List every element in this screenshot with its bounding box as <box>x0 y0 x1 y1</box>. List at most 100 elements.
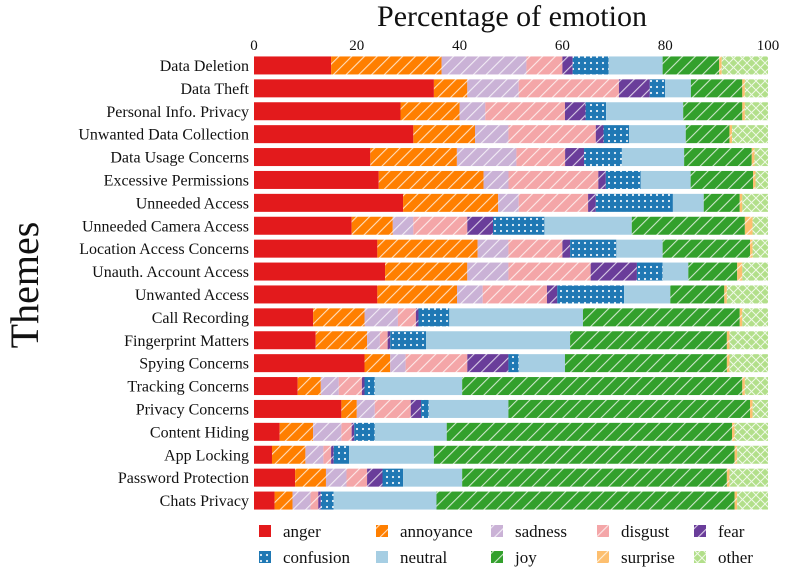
bar-location-access-concerns-annoyance <box>377 239 478 258</box>
category-label-unneeded-access: Unneeded Access <box>136 195 249 212</box>
bar-privacy-concerns-fear <box>410 399 422 418</box>
bar-unwanted-access-fear <box>546 285 558 304</box>
bar-fingerprint-matters-fear <box>387 331 391 350</box>
bar-fingerprint-matters-neutral <box>426 331 571 350</box>
bar-data-theft-disgust <box>518 79 619 98</box>
bar-data-deletion-disgust <box>526 56 563 75</box>
bar-content-hiding-fear <box>351 422 355 441</box>
bar-unauth-account-access-sadness <box>467 262 509 281</box>
bar-spying-concerns-disgust <box>405 354 468 373</box>
legend-swatch-disgust <box>597 525 609 537</box>
bar-unwanted-data-collection-neutral <box>629 125 686 144</box>
bar-personal-info-privacy-anger <box>254 102 401 121</box>
bar-unneeded-access-neutral <box>672 193 704 212</box>
bar-content-hiding-surprise <box>732 422 735 441</box>
bar-password-protection-sadness <box>325 468 347 487</box>
category-label-data-usage-concerns: Data Usage Concerns <box>110 150 249 167</box>
bar-data-usage-concerns-anger <box>254 148 371 167</box>
bar-unauth-account-access-disgust <box>508 262 591 281</box>
x-tick-label-100: 100 <box>757 38 780 54</box>
category-label-spying-concerns: Spying Concerns <box>139 356 249 373</box>
bar-content-hiding-joy <box>446 422 733 441</box>
bar-spying-concerns-confusion <box>508 354 519 373</box>
category-label-chats-privacy: Chats Privacy <box>160 493 249 510</box>
bar-location-access-concerns-disgust <box>508 239 563 258</box>
bar-password-protection-other <box>729 468 768 487</box>
bar-chats-privacy-sadness <box>292 491 311 510</box>
bar-app-locking-confusion <box>333 445 350 464</box>
bar-unwanted-access-surprise <box>724 285 727 304</box>
bar-fingerprint-matters-joy <box>570 331 727 350</box>
bar-personal-info-privacy-neutral <box>606 102 684 121</box>
bar-call-recording-sadness <box>364 308 398 327</box>
bar-content-hiding-anger <box>254 422 280 441</box>
bar-location-access-concerns-surprise <box>750 239 753 258</box>
bar-data-deletion-confusion <box>572 56 609 75</box>
bar-call-recording-neutral <box>449 308 583 327</box>
bar-unneeded-access-anger <box>254 193 404 212</box>
bar-data-usage-concerns-sadness <box>456 148 517 167</box>
category-label-unwanted-data-collection: Unwanted Data Collection <box>78 127 249 144</box>
bar-unneeded-camera-access-surprise <box>744 216 753 235</box>
bar-privacy-concerns-sadness <box>356 399 375 418</box>
legend-label-fear: fear <box>718 522 745 541</box>
legend-label-surprise: surprise <box>621 548 675 567</box>
bar-data-deletion-joy <box>662 56 720 75</box>
bar-data-theft-surprise <box>742 79 745 98</box>
category-label-data-theft: Data Theft <box>180 81 249 98</box>
bar-content-hiding-sadness <box>313 422 342 441</box>
legend-swatch-annoyance <box>376 525 388 537</box>
bar-call-recording-anger <box>254 308 314 327</box>
bar-data-theft-other <box>744 79 768 98</box>
bar-data-deletion-annoyance <box>331 56 442 75</box>
bar-unwanted-access-annoyance <box>377 285 458 304</box>
bar-unwanted-access-joy <box>670 285 725 304</box>
bar-data-usage-concerns-disgust <box>516 148 566 167</box>
y-axis-ticks: Data Deletion Data Theft Personal Info. Pr… <box>78 58 249 510</box>
legend-label-other: other <box>718 548 753 567</box>
bar-excessive-permissions-sadness <box>483 170 509 189</box>
bar-unauth-account-access-joy <box>688 262 738 281</box>
bar-unneeded-camera-access-neutral <box>544 216 632 235</box>
bar-chats-privacy-annoyance <box>274 491 293 510</box>
chart-title: Percentage of emotion <box>377 0 647 33</box>
bar-unneeded-access-disgust <box>518 193 589 212</box>
bar-app-locking-neutral <box>349 445 434 464</box>
legend-swatch-anger <box>259 525 271 537</box>
bar-unwanted-data-collection-surprise <box>729 125 733 144</box>
bar-tracking-concerns-other <box>744 377 768 396</box>
bar-personal-info-privacy-annoyance <box>400 102 460 121</box>
legend-swatch-sadness <box>491 525 503 537</box>
bar-location-access-concerns-other <box>752 239 768 258</box>
bar-tracking-concerns-sadness <box>320 377 339 396</box>
bar-chats-privacy-other <box>737 491 768 510</box>
bar-location-access-concerns-sadness <box>477 239 509 258</box>
bar-unauth-account-access-fear <box>590 262 637 281</box>
bar-app-locking-other <box>737 445 768 464</box>
bar-personal-info-privacy-sadness <box>459 102 486 121</box>
bar-data-usage-concerns-joy <box>684 148 752 167</box>
bar-unneeded-camera-access-other <box>752 216 768 235</box>
bar-chats-privacy-confusion <box>320 491 334 510</box>
bar-app-locking-joy <box>433 445 735 464</box>
bar-privacy-concerns-disgust <box>374 399 411 418</box>
bar-unwanted-data-collection-joy <box>685 125 730 144</box>
bar-chats-privacy-disgust <box>310 491 319 510</box>
legend-label-confusion: confusion <box>283 548 351 567</box>
bar-privacy-concerns-neutral <box>428 399 509 418</box>
bar-content-hiding-confusion <box>354 422 375 441</box>
bar-location-access-concerns-confusion <box>570 239 617 258</box>
bar-unneeded-camera-access-fear <box>467 216 494 235</box>
bar-personal-info-privacy-other <box>744 102 768 121</box>
category-label-location-access-concerns: Location Access Concerns <box>79 241 249 258</box>
bar-unwanted-data-collection-sadness <box>475 125 509 144</box>
legend-swatch-surprise <box>597 551 609 563</box>
bar-data-usage-concerns-annoyance <box>370 148 457 167</box>
bar-chats-privacy-surprise <box>734 491 738 510</box>
bar-data-theft-anger <box>254 79 434 98</box>
bar-password-protection-disgust <box>346 468 368 487</box>
category-label-excessive-permissions: Excessive Permissions <box>104 172 249 189</box>
bar-location-access-concerns-fear <box>562 239 571 258</box>
bar-excessive-permissions-annoyance <box>378 170 484 189</box>
bar-fingerprint-matters-disgust <box>379 331 388 350</box>
